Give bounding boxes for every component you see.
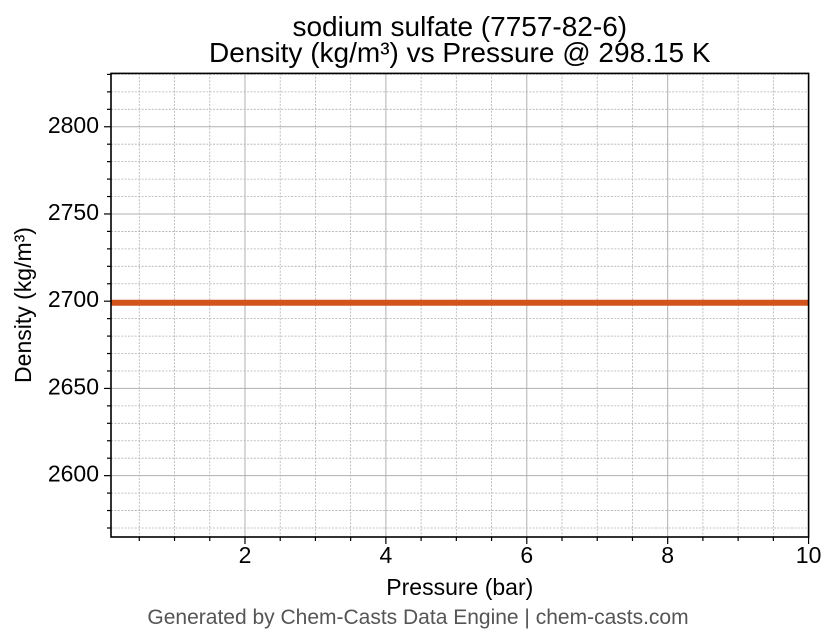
svg-text:10: 10 bbox=[796, 542, 822, 568]
svg-text:6: 6 bbox=[520, 542, 533, 568]
svg-text:2600: 2600 bbox=[48, 461, 99, 487]
svg-text:2800: 2800 bbox=[48, 112, 99, 138]
svg-text:2700: 2700 bbox=[48, 286, 99, 312]
svg-text:4: 4 bbox=[379, 542, 392, 568]
svg-text:2: 2 bbox=[239, 542, 252, 568]
svg-text:2650: 2650 bbox=[48, 373, 99, 399]
svg-text:8: 8 bbox=[661, 542, 674, 568]
svg-text:2750: 2750 bbox=[48, 199, 99, 225]
